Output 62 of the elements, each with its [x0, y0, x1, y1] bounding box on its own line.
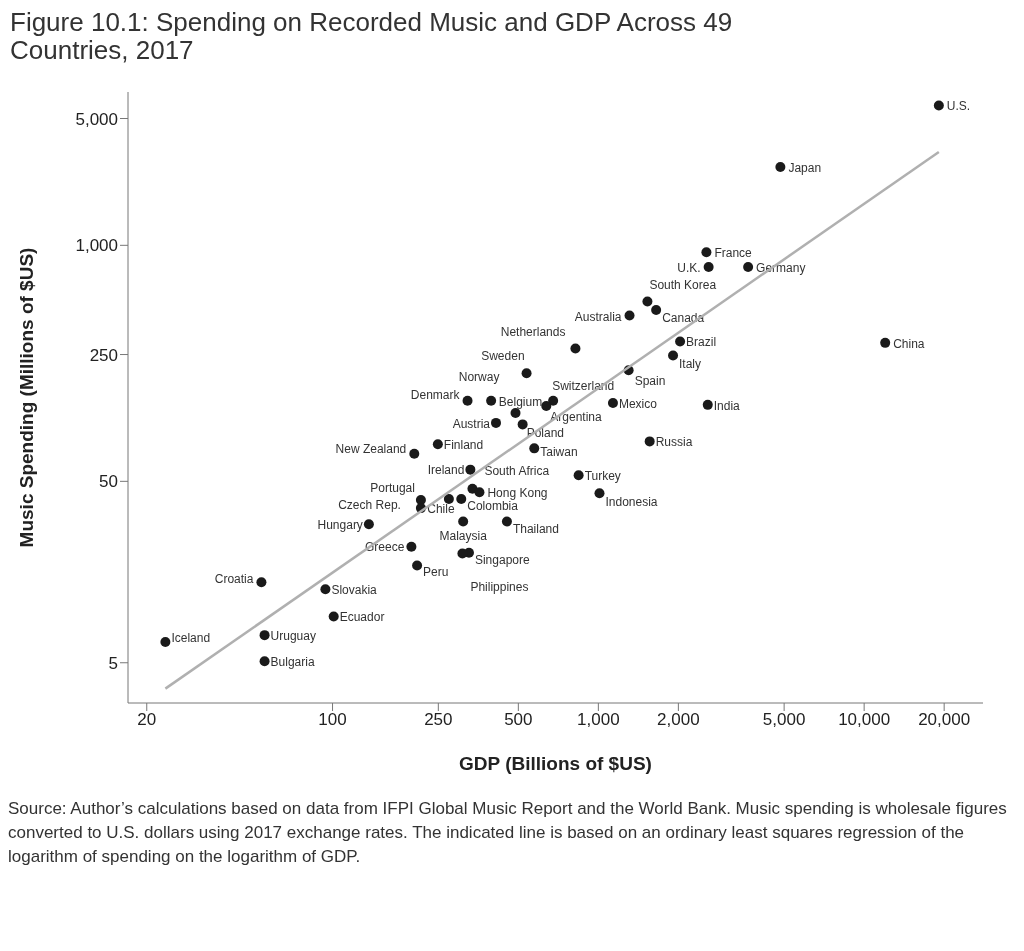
x-tick-label: 1,000 [577, 710, 620, 730]
series-label: Finland [443, 438, 484, 453]
x-tick-label: 2,000 [657, 710, 700, 730]
series-label: Belgium [498, 395, 543, 410]
y-tick-label: 1,000 [75, 236, 118, 256]
series-label: Indonesia [605, 495, 658, 510]
series-label: Australia [574, 309, 622, 324]
series-label: Malaysia [439, 528, 488, 543]
series-label: U.K. [677, 260, 701, 275]
series-label: Austria [452, 416, 491, 431]
x-tick-label: 100 [318, 710, 347, 730]
series-label: Bulgaria [270, 655, 315, 670]
series-label: U.S. [946, 99, 971, 114]
series-label: Netherlands [500, 325, 566, 340]
series-label: Russia [655, 435, 693, 450]
y-tick-label: 50 [99, 472, 118, 492]
x-axis-title: GDP (Billions of $US) [459, 753, 652, 774]
series-label: Norway [458, 369, 500, 384]
series-label: South Korea [649, 277, 717, 292]
source-note: Source: Author’s calculations based on data from IFPI Global Music Report and the World Bank. Music spending is wholesale figures converted to U.S. dollars using 2017 exchange rates. The indicated line is based on an ordinary least squares regression of the logarithm of spending on the logarithm of GDP. [8, 798, 1008, 868]
x-tick-label: 20,000 [918, 710, 971, 730]
series-label: Argentina [550, 410, 602, 425]
series-label: France [714, 246, 753, 261]
series-label: Switzerland [552, 378, 615, 393]
y-tick-label: 5,000 [75, 109, 118, 129]
series-label: Taiwan [540, 445, 578, 460]
series-label: Uruguay [270, 629, 316, 644]
series-label: Portugal [370, 480, 415, 495]
series-label: New Zealand [335, 441, 407, 456]
series-label: Iceland [171, 631, 211, 646]
x-tick-label: 10,000 [838, 710, 891, 730]
series-label: Ecuador [339, 610, 385, 625]
series-label: Turkey [584, 469, 621, 484]
series-label: Ireland [427, 462, 465, 477]
series-label: Sweden [481, 349, 525, 364]
x-tick-label: 500 [504, 710, 533, 730]
y-tick-label: 5 [108, 653, 118, 673]
series-label: Denmark [410, 387, 461, 402]
series-label: Greece [365, 539, 405, 554]
series-label: Hungary [317, 518, 363, 533]
series-label: Italy [679, 357, 702, 372]
series-label: Croatia [214, 572, 254, 587]
x-tick-label: 250 [424, 710, 453, 730]
series-label: Philippines [470, 579, 529, 594]
x-tick-label: 20 [137, 710, 157, 730]
y-axis-title: Music Spending (Millions of $US) [15, 247, 37, 548]
series-label: Spain [634, 374, 666, 389]
series-label: India [713, 398, 741, 413]
series-label: China [893, 336, 925, 351]
series-label: Hong Kong [487, 486, 548, 501]
series-label: Slovakia [331, 583, 378, 598]
series-label: Brazil [686, 335, 717, 350]
series-label: Peru [423, 565, 449, 580]
x-tick-label: 5,000 [762, 710, 806, 730]
series-label: South Africa [484, 463, 550, 478]
series-label: Japan [788, 161, 822, 176]
series-label: Mexico [618, 397, 658, 412]
y-tick-label: 250 [89, 345, 118, 365]
series-label: Czech Rep. [338, 498, 401, 513]
series-label: Thailand [512, 521, 559, 536]
series-label: Singapore [474, 552, 530, 567]
chart-title: Figure 10.1: Spending on Recorded Music and GDP Across 49 Countries, 2017 [10, 7, 734, 65]
